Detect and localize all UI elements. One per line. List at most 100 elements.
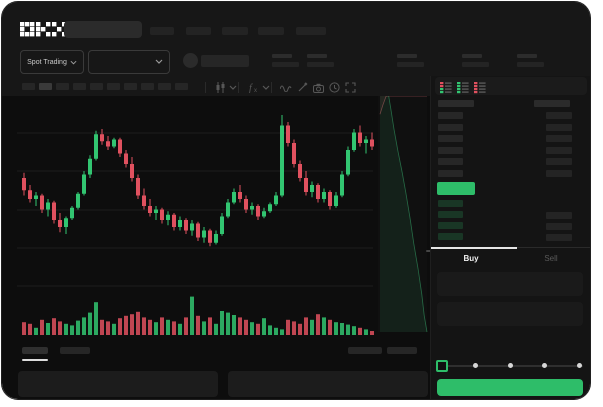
interval-button-placeholder[interactable] [90, 83, 103, 90]
price-input[interactable] [437, 272, 583, 296]
candle-body [346, 150, 350, 175]
nav-item-placeholder[interactable] [258, 27, 284, 35]
interval-button-placeholder[interactable] [158, 83, 171, 90]
amount-input[interactable] [437, 302, 583, 326]
slider-mark[interactable] [472, 363, 478, 368]
market-type-dropdown[interactable]: Spot Trading [20, 50, 84, 74]
expand-icon[interactable] [342, 81, 358, 94]
bottom-tab-active[interactable] [22, 347, 48, 354]
volume-bar [46, 323, 50, 335]
chart-type-icon[interactable] [212, 81, 228, 94]
ticker-stat-placeholder [517, 54, 545, 68]
candle-body [298, 164, 302, 178]
candle-body [22, 178, 26, 191]
interval-button-placeholder[interactable] [56, 83, 69, 90]
orderbook-trade-panel: Buy Sell [430, 76, 590, 399]
okx-logo[interactable] [20, 22, 67, 37]
tab-sell[interactable]: Sell [544, 254, 558, 263]
book-both-icon[interactable] [440, 81, 452, 94]
nav-item-placeholder[interactable] [222, 27, 248, 35]
nav-item-placeholder[interactable] [296, 27, 326, 35]
clock-icon[interactable] [326, 81, 342, 94]
orderbook-header-placeholder[interactable] [438, 100, 474, 107]
slider-mark[interactable] [542, 363, 548, 368]
ask-amount-placeholder[interactable] [546, 146, 572, 154]
interval-button-placeholder[interactable] [124, 83, 137, 90]
volume-bar [220, 311, 224, 335]
ask-price-placeholder[interactable] [438, 112, 463, 119]
book-asks-icon[interactable] [474, 81, 486, 94]
bottom-action-placeholder[interactable] [387, 347, 417, 354]
interval-button-placeholder[interactable] [141, 83, 154, 90]
bid-amount-placeholder[interactable] [546, 223, 572, 230]
candle-body [64, 218, 68, 227]
ask-amount-placeholder[interactable] [546, 123, 572, 131]
pair-selector-dropdown[interactable] [88, 50, 170, 74]
ask-amount-placeholder[interactable] [546, 158, 572, 166]
candle-body [130, 164, 134, 178]
interval-button-placeholder[interactable] [39, 83, 52, 90]
slider-handle[interactable] [436, 360, 448, 372]
candlestick-chart[interactable] [15, 96, 428, 342]
toolbar-divider [238, 82, 239, 93]
bid-price-placeholder[interactable] [438, 200, 463, 207]
candle-body [292, 143, 296, 164]
ask-amount-placeholder[interactable] [546, 112, 572, 119]
candle-body [34, 195, 38, 199]
book-bids-icon[interactable] [457, 81, 469, 94]
wave-icon[interactable] [278, 81, 294, 94]
candle-body [82, 174, 86, 194]
ask-price-placeholder[interactable] [438, 170, 463, 177]
chevron-down-icon[interactable] [261, 81, 271, 94]
buy-submit-button[interactable] [437, 379, 583, 396]
volume-bar [124, 315, 128, 335]
tab-buy[interactable]: Buy [463, 254, 479, 263]
nav-item-placeholder[interactable] [150, 27, 174, 35]
chevron-down-icon[interactable] [228, 81, 238, 94]
ask-amount-placeholder[interactable] [546, 170, 572, 177]
candle-body [94, 134, 98, 159]
candle-body [334, 195, 338, 206]
last-price-bar[interactable] [437, 182, 475, 195]
bottom-action-placeholder[interactable] [348, 347, 382, 354]
volume-bar [238, 317, 242, 335]
pencil-icon[interactable] [294, 81, 310, 94]
nav-item-placeholder[interactable] [186, 27, 211, 35]
bottom-tab[interactable] [60, 347, 90, 354]
candle-body [310, 185, 314, 192]
bid-price-placeholder[interactable] [438, 233, 463, 240]
ask-amount-placeholder[interactable] [546, 135, 572, 143]
slider-mark[interactable] [577, 363, 582, 368]
trade-tabs: Buy Sell [431, 247, 590, 269]
search-input[interactable] [64, 21, 142, 38]
volume-bar [244, 319, 248, 335]
interval-button-placeholder[interactable] [22, 83, 35, 90]
ask-price-placeholder[interactable] [438, 123, 463, 131]
candle-body [154, 209, 158, 213]
volume-bar [334, 322, 338, 335]
candle-body [274, 195, 278, 205]
volume-bar [226, 312, 230, 335]
bid-price-placeholder[interactable] [438, 211, 463, 218]
ask-price-placeholder[interactable] [438, 158, 463, 166]
candle-body [322, 192, 326, 199]
orderbook-header-placeholder[interactable] [534, 100, 570, 107]
candle-body [256, 206, 260, 217]
interval-button-placeholder[interactable] [107, 83, 120, 90]
volume-bar [148, 319, 152, 335]
chevron-down-icon [155, 59, 163, 64]
interval-button-placeholder[interactable] [73, 83, 86, 90]
ticker-stat-placeholder [307, 54, 335, 68]
bid-amount-placeholder[interactable] [546, 212, 572, 219]
slider-mark[interactable] [507, 363, 513, 368]
volume-bar [262, 318, 266, 335]
ask-price-placeholder[interactable] [438, 135, 463, 143]
ask-price-placeholder[interactable] [438, 146, 463, 154]
interval-button-placeholder[interactable] [175, 83, 188, 90]
camera-icon[interactable] [310, 81, 326, 94]
volume-bar [94, 302, 98, 335]
candle-body [364, 139, 368, 143]
bid-amount-placeholder[interactable] [546, 234, 572, 241]
bid-price-placeholder[interactable] [438, 222, 463, 229]
